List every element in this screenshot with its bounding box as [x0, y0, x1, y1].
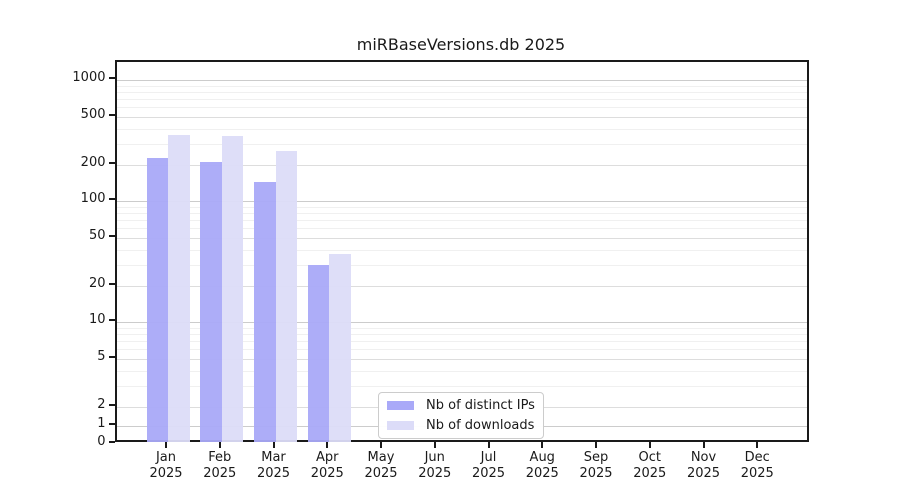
y-axis-tick: [108, 283, 115, 285]
gridline: [116, 85, 807, 87]
x-axis-tick: [487, 442, 490, 448]
gridline: [116, 220, 807, 222]
x-axis-tick: [595, 442, 597, 448]
x-axis-tick: [648, 442, 651, 448]
plot-area: [114, 60, 809, 442]
gridline: [116, 228, 807, 230]
gridline: [116, 213, 807, 215]
x-axis-tick: [380, 442, 382, 448]
x-axis-tick: [218, 442, 221, 448]
bar-nb-of-downloads-jan: [168, 134, 190, 442]
y-axis-tick: [108, 441, 115, 443]
x-tick-label-mar: Mar 2025: [256, 450, 291, 481]
y-axis-tick: [108, 404, 115, 406]
gridline: [116, 249, 807, 251]
gridline: [116, 237, 807, 239]
x-tick-label-aug: Aug 2025: [525, 450, 559, 481]
bar-nb-of-distinct-ips-feb: [200, 162, 222, 442]
y-tick-label: 2: [97, 397, 106, 412]
x-tick-label-jun: Jun 2025: [418, 450, 452, 481]
gridline: [116, 322, 807, 324]
y-tick-label: 200: [80, 155, 106, 170]
gridline: [116, 128, 807, 130]
gridline: [116, 370, 807, 372]
legend: Nb of distinct IPs Nb of downloads: [378, 392, 544, 439]
y-tick-label: 500: [80, 106, 106, 122]
y-tick-label: 5: [97, 348, 106, 364]
x-axis-tick: [702, 442, 705, 448]
y-tick-label: 1000: [72, 70, 106, 86]
y-axis-tick: [108, 198, 115, 201]
gridline: [116, 327, 807, 329]
y-axis-tick: [108, 422, 115, 425]
bar-nb-of-distinct-ips-jan: [146, 157, 168, 442]
x-tick-label-oct: Oct 2025: [633, 450, 667, 481]
x-axis-tick: [756, 442, 759, 448]
x-axis-tick: [541, 442, 544, 448]
y-axis-tick: [108, 162, 115, 164]
gridline: [116, 99, 807, 101]
bar-nb-of-downloads-feb: [221, 135, 244, 442]
bar-nb-of-distinct-ips-mar: [254, 181, 276, 442]
x-tick-label-feb: Feb 2025: [203, 450, 237, 481]
x-tick-label-dec: Dec 2025: [740, 450, 774, 481]
x-tick-label-apr: Apr 2025: [310, 450, 344, 481]
gridline: [116, 206, 807, 208]
gridline: [116, 165, 807, 166]
x-axis-tick: [326, 442, 329, 448]
gridline: [116, 107, 807, 109]
gridline: [116, 92, 807, 94]
gridline: [116, 349, 807, 351]
y-tick-label: 50: [88, 227, 106, 243]
x-tick-label-jan: Jan 2025: [149, 450, 183, 481]
legend-item-downloads: Nb of downloads: [387, 418, 543, 433]
chart-title: miRBaseVersions.db 2025: [356, 35, 566, 54]
y-axis-tick: [108, 234, 115, 237]
gridline: [116, 264, 807, 266]
y-axis-tick: [108, 113, 115, 116]
y-axis-tick: [108, 319, 115, 322]
x-tick-label-may: May 2025: [364, 450, 398, 481]
y-tick-label: 20: [88, 276, 106, 291]
legend-label-downloads: Nb of downloads: [426, 418, 535, 433]
legend-item-distinct-ips: Nb of distinct IPs: [387, 398, 543, 413]
x-axis-tick: [165, 442, 167, 448]
gridline: [116, 143, 807, 145]
gridline: [116, 201, 807, 203]
legend-label-distinct-ips: Nb of distinct IPs: [426, 398, 535, 413]
y-axis-tick: [108, 355, 115, 358]
y-tick-label: 10: [88, 312, 106, 328]
gridline: [116, 286, 807, 287]
x-tick-label-nov: Nov 2025: [686, 450, 721, 481]
x-axis-tick: [272, 442, 275, 448]
gridline: [116, 341, 807, 343]
y-axis-tick: [108, 77, 115, 80]
x-tick-label-jul: Jul 2025: [471, 450, 506, 481]
gridline: [116, 334, 807, 336]
gridline: [116, 385, 807, 387]
legend-swatch-distinct-ips-icon: [387, 400, 414, 411]
x-axis-tick: [433, 442, 436, 448]
gridline: [116, 116, 807, 118]
x-tick-label-sep: Sep 2025: [579, 450, 613, 481]
bar-nb-of-distinct-ips-apr: [307, 264, 330, 442]
y-tick-label: 0: [97, 434, 106, 449]
legend-swatch-downloads-icon: [387, 420, 414, 431]
bar-nb-of-downloads-apr: [329, 253, 351, 442]
gridline: [116, 80, 807, 82]
gridline: [116, 358, 807, 360]
y-tick-label: 100: [80, 191, 106, 207]
y-tick-label: 1: [97, 415, 106, 431]
bar-nb-of-downloads-mar: [275, 151, 297, 442]
